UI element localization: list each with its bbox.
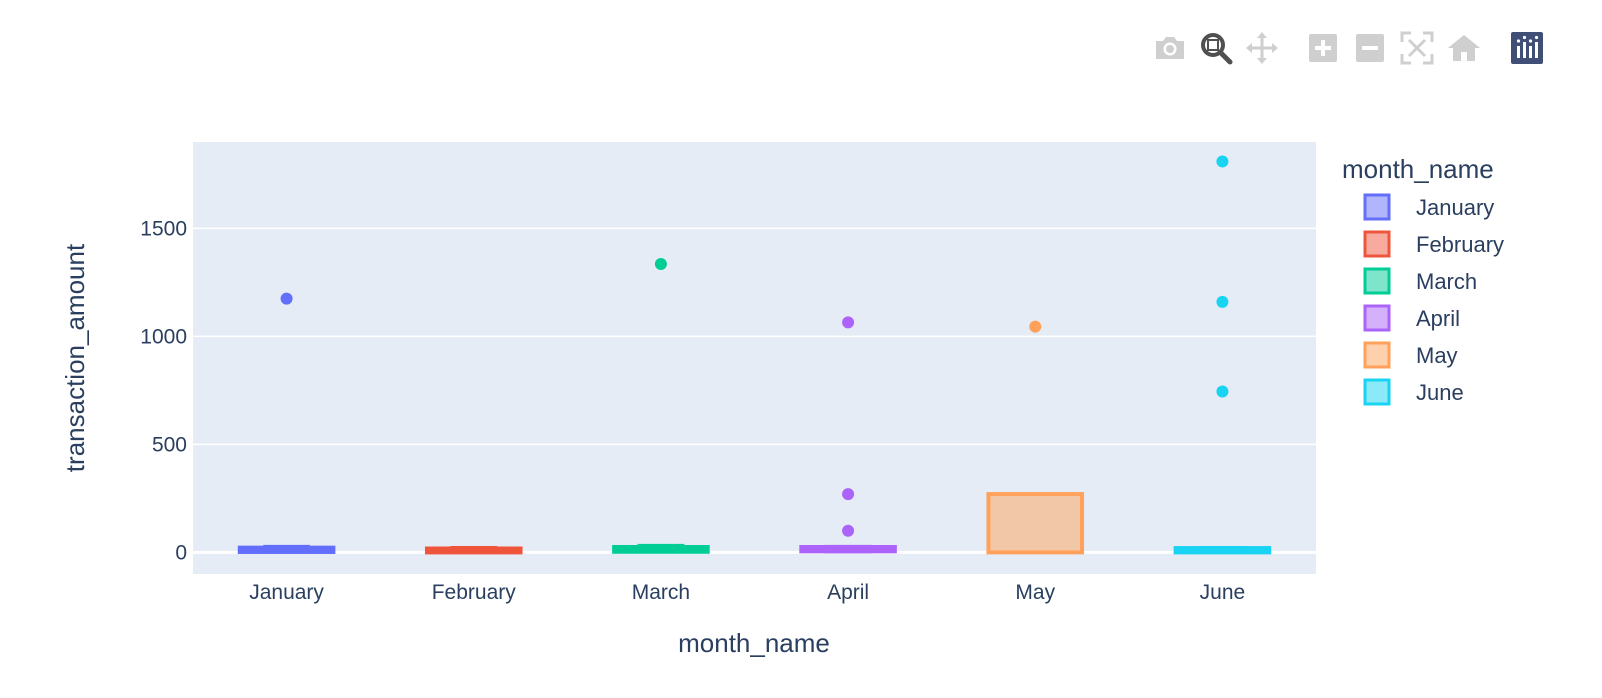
legend-label: March [1416, 269, 1477, 294]
y-tick-label: 0 [175, 541, 187, 564]
box-iqr [986, 492, 1085, 555]
plot-area[interactable] [193, 142, 1316, 574]
zoom-out-icon[interactable] [1350, 28, 1390, 68]
x-axis-ticks: January February March April May June [249, 581, 1245, 604]
x-tick-label: February [432, 581, 517, 604]
legend-item[interactable]: January [1363, 193, 1494, 221]
box-trace[interactable] [237, 292, 336, 554]
legend-label: January [1416, 195, 1494, 220]
legend-swatch [1363, 230, 1391, 258]
y-axis-ticks: 0 500 1000 1500 [140, 217, 187, 564]
reset-axes-icon[interactable] [1444, 28, 1484, 68]
x-tick-label: April [827, 581, 869, 604]
zoom-icon[interactable] [1196, 28, 1236, 68]
modebar-toolbar [1150, 28, 1590, 68]
y-gridlines [193, 227, 1316, 554]
legend-item[interactable]: June [1363, 378, 1464, 406]
legend-item[interactable]: February [1363, 230, 1504, 258]
legend-label: February [1416, 232, 1504, 257]
outlier-point[interactable] [842, 488, 855, 501]
legend-label: June [1416, 380, 1464, 405]
legend-swatch [1363, 378, 1391, 406]
box-traces [237, 155, 1272, 555]
outlier-point[interactable] [842, 316, 855, 329]
legend-item[interactable]: March [1363, 267, 1477, 295]
outlier-point[interactable] [1216, 155, 1229, 168]
outlier-point[interactable] [842, 524, 855, 537]
y-tick-label: 500 [152, 433, 187, 456]
legend-label: May [1416, 343, 1458, 368]
legend-swatch [1363, 341, 1391, 369]
box-trace[interactable] [424, 546, 523, 555]
x-tick-label: June [1200, 581, 1246, 604]
legend: January February March April May June [1363, 193, 1504, 406]
zoom-in-icon[interactable] [1303, 28, 1343, 68]
box-trace[interactable] [612, 258, 710, 554]
y-tick-label: 1000 [140, 325, 187, 348]
legend-swatch [1363, 193, 1391, 221]
outlier-point[interactable] [280, 292, 293, 305]
plotly-logo-icon[interactable] [1507, 28, 1547, 68]
box-trace[interactable] [799, 316, 897, 554]
box-trace[interactable] [986, 320, 1085, 555]
y-axis-title: transaction_amount [60, 243, 90, 472]
x-tick-label: March [632, 581, 690, 604]
legend-item[interactable]: May [1363, 341, 1458, 369]
outlier-point[interactable] [654, 258, 667, 271]
outlier-point[interactable] [1216, 385, 1229, 398]
x-tick-label: January [249, 581, 324, 604]
autoscale-icon[interactable] [1397, 28, 1437, 68]
legend-swatch [1363, 304, 1391, 332]
legend-swatch [1363, 267, 1391, 295]
camera-icon[interactable] [1150, 28, 1190, 68]
y-tick-label: 1500 [140, 217, 187, 240]
outlier-point[interactable] [1216, 295, 1229, 308]
outlier-point[interactable] [1029, 320, 1042, 333]
legend-label: April [1416, 306, 1460, 331]
x-axis-title: month_name [678, 628, 830, 658]
legend-title: month_name [1342, 154, 1494, 184]
pan-icon[interactable] [1242, 28, 1282, 68]
x-tick-label: May [1015, 581, 1055, 604]
legend-item[interactable]: April [1363, 304, 1460, 332]
box-trace[interactable] [1173, 155, 1272, 555]
